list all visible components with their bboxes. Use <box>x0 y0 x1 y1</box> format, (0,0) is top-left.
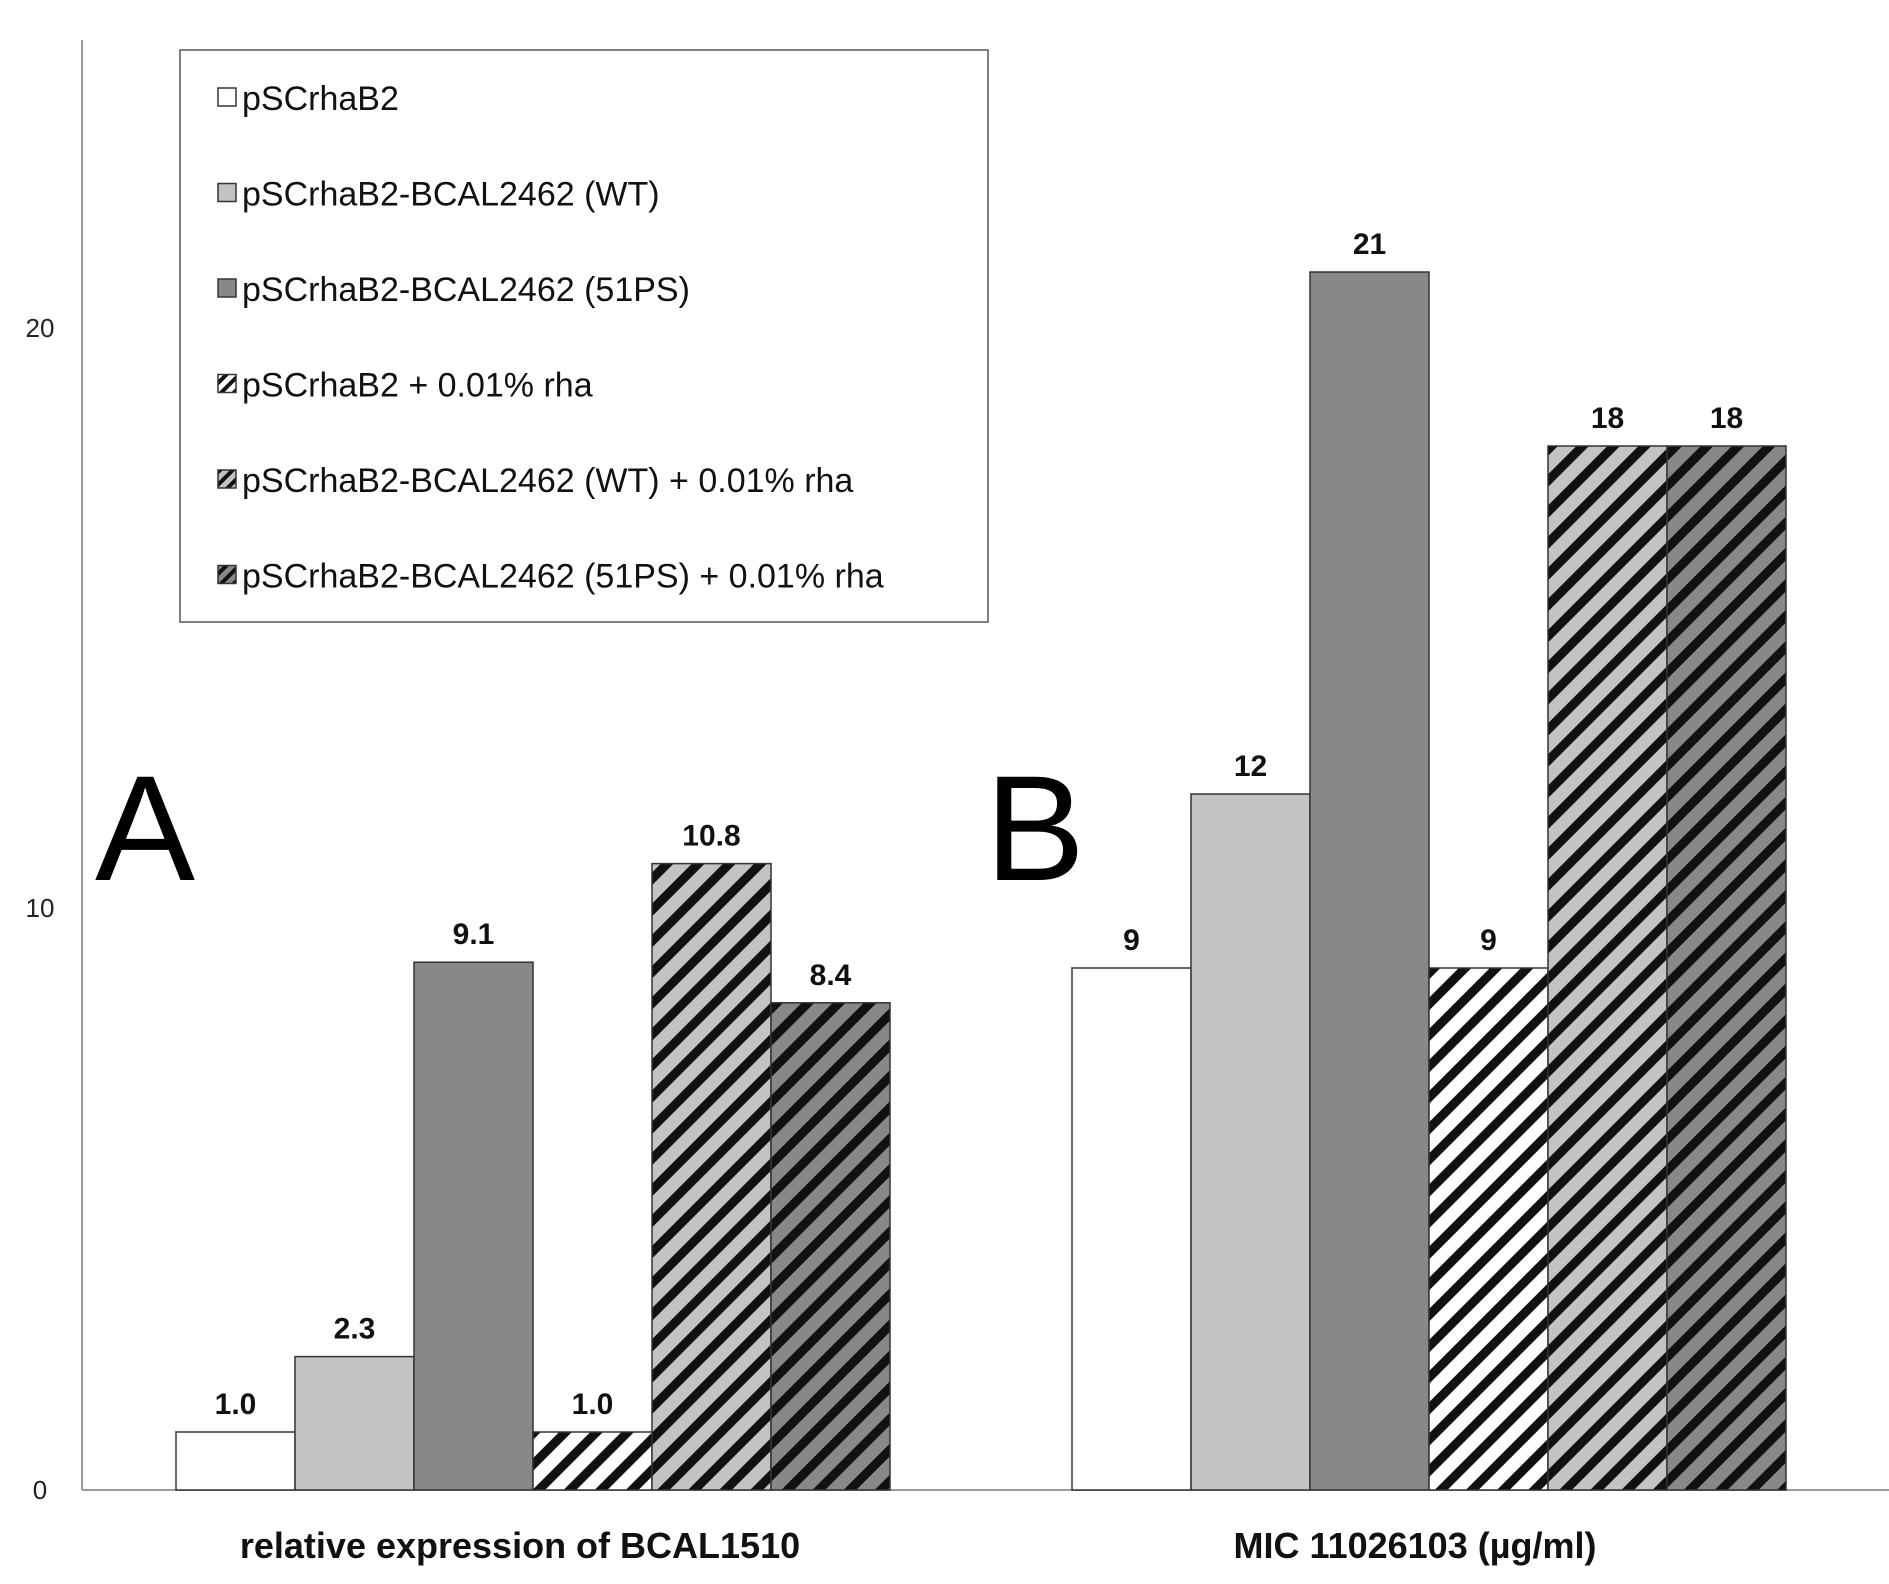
bar-expression-series-3 <box>413 961 534 1491</box>
data-label-mic-series-5: 18 <box>1591 402 1624 435</box>
bar-mic-series-2 <box>1190 793 1311 1491</box>
bar-mic-series-1 <box>1071 967 1192 1491</box>
data-label-mic-series-2: 12 <box>1234 750 1267 783</box>
panel-label-b: B <box>985 744 1085 912</box>
y-tick-label-20: 20 <box>26 313 55 343</box>
legend-swatch-1 <box>217 87 237 107</box>
y-tick-label-0: 0 <box>33 1475 47 1505</box>
y-tick-label-10: 10 <box>26 893 55 923</box>
legend-box <box>179 49 989 623</box>
panel-label-a: A <box>95 744 195 912</box>
data-label-mic-series-1: 9 <box>1123 924 1140 957</box>
legend-swatch-5 <box>217 469 237 489</box>
bar-expression-series-5 <box>651 862 772 1491</box>
data-label-expression-series-3: 9.1 <box>453 918 495 951</box>
data-label-mic-series-3: 21 <box>1353 228 1386 261</box>
legend-swatch-4 <box>217 373 237 394</box>
data-label-mic-series-4: 9 <box>1480 924 1497 957</box>
bar-mic-series-4 <box>1428 967 1549 1491</box>
data-label-expression-series-2: 2.3 <box>334 1313 376 1346</box>
legend-label-1: pSCrhaB2 <box>242 80 399 118</box>
legend-swatch-2 <box>217 182 237 203</box>
legend-label-3: pSCrhaB2-BCAL2462 (51PS) <box>242 271 690 309</box>
bar-expression-series-1 <box>175 1431 296 1491</box>
data-label-expression-series-4: 1.0 <box>572 1388 614 1421</box>
bars-group <box>175 271 1787 1491</box>
bar-expression-series-4 <box>532 1431 653 1491</box>
legend: pSCrhaB2 pSCrhaB2-BCAL2462 (WT) pSCrhaB2-B… <box>179 49 989 623</box>
legend-label-4: pSCrhaB2 + 0.01% rha <box>242 367 593 405</box>
legend-swatch-3 <box>217 278 237 298</box>
data-label-expression-series-6: 8.4 <box>810 959 852 992</box>
legend-label-2: pSCrhaB2-BCAL2462 (WT) <box>242 176 660 214</box>
data-label-expression-series-5: 10.8 <box>682 820 740 853</box>
y-tick-labels: 0 10 20 <box>26 313 55 1505</box>
bar-mic-series-5 <box>1547 445 1668 1491</box>
legend-swatch-6 <box>217 564 237 585</box>
bar-expression-series-6 <box>770 1002 891 1491</box>
legend-label-5: pSCrhaB2-BCAL2462 (WT) + 0.01% rha <box>242 462 853 500</box>
category-label-mic: MIC 11026103 (µg/ml) <box>1234 1525 1597 1566</box>
bar-mic-series-6 <box>1666 445 1787 1491</box>
bar-mic-series-3 <box>1309 271 1430 1491</box>
bar-expression-series-2 <box>294 1355 415 1491</box>
data-label-expression-series-1: 1.0 <box>215 1388 257 1421</box>
category-label-expression: relative expression of BCAL1510 <box>240 1525 800 1566</box>
legend-label-6: pSCrhaB2-BCAL2462 (51PS) + 0.01% rha <box>242 558 884 596</box>
data-labels-group: 1.0 2.3 9.1 1.0 10.8 8.4 9 12 21 9 18 18 <box>215 228 1744 1421</box>
data-label-mic-series-6: 18 <box>1710 402 1743 435</box>
